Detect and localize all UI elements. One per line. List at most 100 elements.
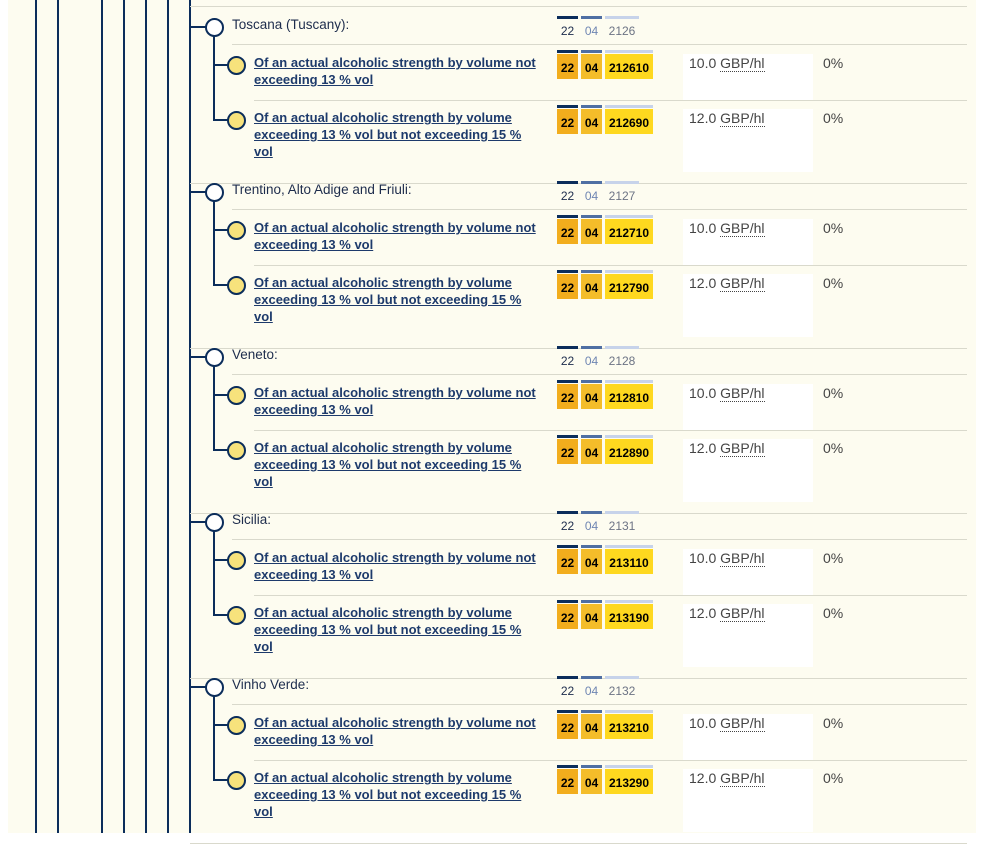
row-separator bbox=[232, 539, 967, 540]
duty-unit: GBP/hl bbox=[720, 440, 765, 457]
code-heading: 04 bbox=[581, 105, 602, 134]
code-subheading-bar bbox=[605, 105, 653, 108]
duty-cell bbox=[683, 549, 813, 595]
leaf-node-icon bbox=[227, 771, 246, 790]
code-subheading-bar bbox=[605, 181, 639, 184]
code-subheading-digits: 212710 bbox=[608, 226, 650, 240]
commodity-link[interactable]: Of an actual alcoholic strength by volum… bbox=[254, 55, 536, 87]
tree-leaf-connector bbox=[213, 724, 229, 726]
code-chapter: 22 bbox=[557, 16, 578, 42]
code-chapter: 22 bbox=[557, 346, 578, 372]
duty-unit: GBP/hl bbox=[720, 275, 765, 292]
duty-value: 12.0 bbox=[689, 605, 717, 621]
duty-cell bbox=[683, 439, 813, 502]
vat-rate: 0% bbox=[823, 220, 844, 236]
tree-ancestor-line bbox=[35, 0, 37, 833]
duty-cell bbox=[683, 54, 813, 100]
code-chapter: 22 bbox=[557, 270, 578, 299]
leaf-node-icon bbox=[227, 441, 246, 460]
code-chapter-bar bbox=[557, 435, 578, 438]
commodity-link[interactable]: Of an actual alcoholic strength by volum… bbox=[254, 715, 536, 747]
code-chapter-bar bbox=[557, 181, 578, 184]
tree-ancestor-line bbox=[167, 0, 169, 833]
code-heading-bar bbox=[581, 50, 602, 53]
code-chapter-bar bbox=[557, 545, 578, 548]
code-chapter-digits: 22 bbox=[560, 354, 575, 368]
code-chapter-bar bbox=[557, 676, 578, 679]
tree-ancestor-line bbox=[189, 0, 191, 833]
code-heading-bar bbox=[581, 105, 602, 108]
third-country-duty: 10.0 GBP/hl bbox=[689, 220, 765, 237]
code-subheading-bar bbox=[605, 511, 639, 514]
code-heading: 04 bbox=[581, 765, 602, 794]
heading-title: Trentino, Alto Adige and Friuli: bbox=[232, 182, 412, 197]
third-country-duty: 12.0 GBP/hl bbox=[689, 275, 765, 292]
code-heading-digits: 04 bbox=[584, 61, 599, 75]
code-subheading-bar bbox=[605, 50, 653, 53]
code-chapter-digits: 22 bbox=[560, 776, 575, 790]
commodity-link[interactable]: Of an actual alcoholic strength by volum… bbox=[254, 550, 536, 582]
code-chapter: 22 bbox=[557, 676, 578, 702]
code-chapter: 22 bbox=[557, 380, 578, 409]
heading-node-icon bbox=[205, 513, 224, 532]
row-separator bbox=[232, 44, 967, 45]
code-chapter-bar bbox=[557, 215, 578, 218]
code-heading-digits: 04 bbox=[584, 226, 599, 240]
third-country-duty: 10.0 GBP/hl bbox=[689, 715, 765, 732]
commodity-tree-panel bbox=[8, 0, 976, 833]
code-heading-bar bbox=[581, 511, 602, 514]
commodity-link[interactable]: Of an actual alcoholic strength by volum… bbox=[254, 770, 522, 819]
code-heading-bar bbox=[581, 270, 602, 273]
code-subheading: 2131 bbox=[605, 511, 639, 537]
tree-leaf-connector bbox=[213, 449, 229, 451]
row-separator bbox=[254, 265, 967, 266]
duty-cell bbox=[683, 219, 813, 265]
code-heading-bar bbox=[581, 600, 602, 603]
code-subheading-bar bbox=[605, 215, 653, 218]
commodity-link[interactable]: Of an actual alcoholic strength by volum… bbox=[254, 220, 536, 252]
third-country-duty: 12.0 GBP/hl bbox=[689, 110, 765, 127]
code-chapter-digits: 22 bbox=[560, 61, 575, 75]
code-chapter: 22 bbox=[557, 511, 578, 537]
commodity-link[interactable]: Of an actual alcoholic strength by volum… bbox=[254, 275, 522, 324]
code-heading-bar bbox=[581, 710, 602, 713]
code-subheading-bar bbox=[605, 600, 653, 603]
duty-unit: GBP/hl bbox=[720, 110, 765, 127]
code-heading-bar bbox=[581, 215, 602, 218]
heading-title: Toscana (Tuscany): bbox=[232, 17, 350, 32]
commodity-link[interactable]: Of an actual alcoholic strength by volum… bbox=[254, 605, 522, 654]
code-subheading: 213190 bbox=[605, 600, 653, 629]
vat-rate: 0% bbox=[823, 770, 844, 786]
code-subheading: 212610 bbox=[605, 50, 653, 79]
code-subheading-bar bbox=[605, 435, 653, 438]
tree-heading-connector bbox=[189, 356, 207, 358]
commodity-link[interactable]: Of an actual alcoholic strength by volum… bbox=[254, 385, 536, 417]
code-chapter: 22 bbox=[557, 215, 578, 244]
duty-cell bbox=[683, 109, 813, 172]
third-country-duty: 12.0 GBP/hl bbox=[689, 605, 765, 622]
code-heading-bar bbox=[581, 765, 602, 768]
tree-heading-connector bbox=[189, 191, 207, 193]
code-heading-bar bbox=[581, 435, 602, 438]
code-chapter-digits: 22 bbox=[560, 189, 575, 203]
vat-rate: 0% bbox=[823, 440, 844, 456]
tree-leaf-connector bbox=[213, 614, 229, 616]
commodity-link[interactable]: Of an actual alcoholic strength by volum… bbox=[254, 110, 522, 159]
code-chapter-bar bbox=[557, 600, 578, 603]
heading-title: Vinho Verde: bbox=[232, 677, 310, 692]
code-subheading: 213210 bbox=[605, 710, 653, 739]
code-heading: 04 bbox=[581, 16, 602, 42]
duty-unit: GBP/hl bbox=[720, 550, 765, 567]
code-chapter-bar bbox=[557, 511, 578, 514]
code-heading: 04 bbox=[581, 380, 602, 409]
code-subheading-digits: 213190 bbox=[608, 611, 650, 625]
row-separator bbox=[254, 100, 967, 101]
leaf-node-icon bbox=[227, 551, 246, 570]
commodity-link[interactable]: Of an actual alcoholic strength by volum… bbox=[254, 440, 522, 489]
duty-cell bbox=[683, 604, 813, 667]
code-chapter-digits: 22 bbox=[560, 116, 575, 130]
code-subheading-digits: 212790 bbox=[608, 281, 650, 295]
code-subheading-digits: 212890 bbox=[608, 446, 650, 460]
vat-rate: 0% bbox=[823, 55, 844, 71]
tree-leaf-connector bbox=[213, 229, 229, 231]
